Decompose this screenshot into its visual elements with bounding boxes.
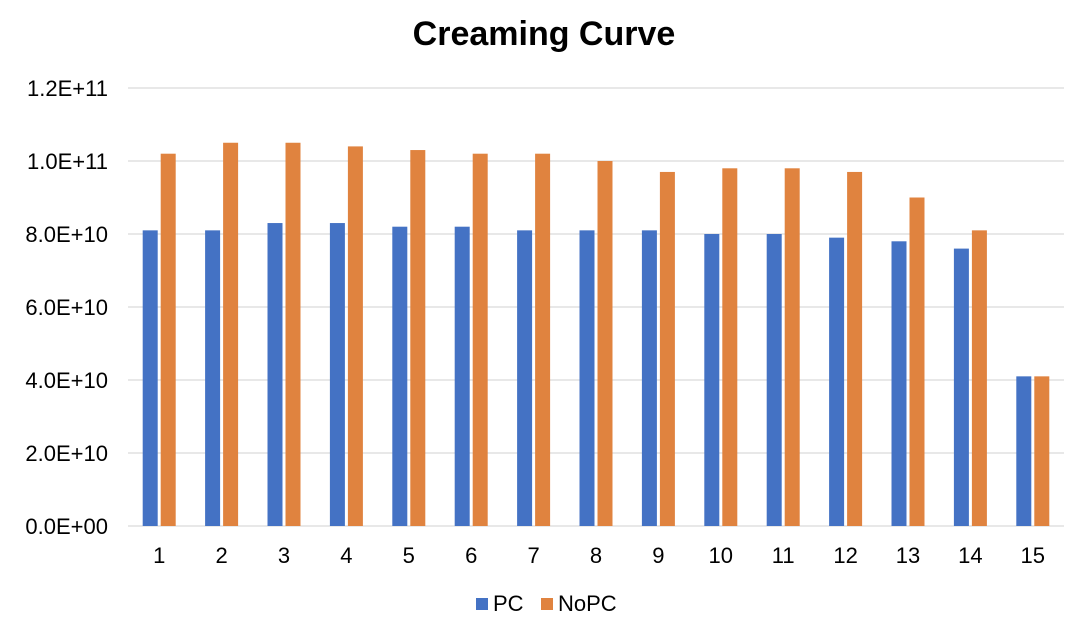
x-tick-label: 10 <box>709 543 733 568</box>
bar-pc-14 <box>953 248 969 526</box>
bar-nopc-12 <box>847 171 863 526</box>
bar-pc-8 <box>579 230 595 526</box>
chart-title: Creaming Curve <box>413 15 676 53</box>
bar-pc-12 <box>829 237 845 526</box>
bar-pc-1 <box>142 230 158 526</box>
legend-swatch-pc <box>476 598 488 610</box>
y-tick-label: 1.0E+11 <box>27 149 108 174</box>
y-tick-label: 1.2E+11 <box>27 76 108 101</box>
bar-pc-15 <box>1016 376 1032 526</box>
x-tick-label: 8 <box>590 543 602 568</box>
bars <box>142 142 1050 527</box>
x-tick-label: 7 <box>527 543 539 568</box>
x-tick-label: 4 <box>340 543 352 568</box>
bar-nopc-15 <box>1034 376 1050 526</box>
y-tick-label: 6.0E+10 <box>25 295 108 320</box>
legend: PC NoPC <box>476 591 617 616</box>
bar-nopc-4 <box>347 146 363 526</box>
legend-label-nopc: NoPC <box>558 591 617 616</box>
bar-nopc-1 <box>160 153 176 526</box>
y-tick-label: 2.0E+10 <box>25 441 108 466</box>
x-tick-label: 14 <box>958 543 982 568</box>
bar-nopc-11 <box>784 168 800 527</box>
bar-pc-6 <box>454 226 470 526</box>
x-tick-label: 12 <box>833 543 857 568</box>
x-tick-label: 1 <box>153 543 165 568</box>
bar-pc-11 <box>766 234 782 526</box>
bar-pc-9 <box>641 230 657 526</box>
bar-pc-10 <box>704 234 720 526</box>
bar-pc-7 <box>517 230 533 526</box>
gridlines <box>128 87 1064 527</box>
bar-pc-5 <box>392 226 408 526</box>
x-tick-label: 5 <box>403 543 415 568</box>
y-tick-label: 8.0E+10 <box>25 222 108 247</box>
x-axis-tick-labels: 1 2 3 4 5 6 7 8 9 10 11 12 13 14 15 <box>153 543 1045 568</box>
bar-nopc-10 <box>722 168 738 527</box>
bar-pc-13 <box>891 241 907 527</box>
bar-pc-2 <box>205 230 221 526</box>
bar-pc-4 <box>329 223 345 527</box>
x-tick-label: 13 <box>896 543 920 568</box>
legend-swatch-nopc <box>541 598 553 610</box>
bar-nopc-6 <box>472 153 488 526</box>
bar-nopc-9 <box>659 171 675 526</box>
legend-label-pc: PC <box>493 591 524 616</box>
x-tick-label: 6 <box>465 543 477 568</box>
y-tick-label: 0.0E+00 <box>25 514 108 539</box>
bar-nopc-8 <box>597 161 613 526</box>
x-tick-label: 15 <box>1021 543 1045 568</box>
bar-nopc-3 <box>285 142 301 526</box>
x-tick-label: 9 <box>652 543 664 568</box>
bar-pc-3 <box>267 223 283 527</box>
x-tick-label: 3 <box>278 543 290 568</box>
bar-nopc-14 <box>971 230 987 526</box>
y-axis-tick-labels: 0.0E+00 2.0E+10 4.0E+10 6.0E+10 8.0E+10 1.0E+… <box>25 76 108 539</box>
bar-nopc-7 <box>535 153 551 526</box>
x-tick-label: 2 <box>215 543 227 568</box>
bar-nopc-5 <box>410 150 426 527</box>
bar-nopc-13 <box>909 197 925 526</box>
y-tick-label: 4.0E+10 <box>25 368 108 393</box>
x-tick-label: 11 <box>772 543 795 568</box>
bar-nopc-2 <box>223 142 239 526</box>
